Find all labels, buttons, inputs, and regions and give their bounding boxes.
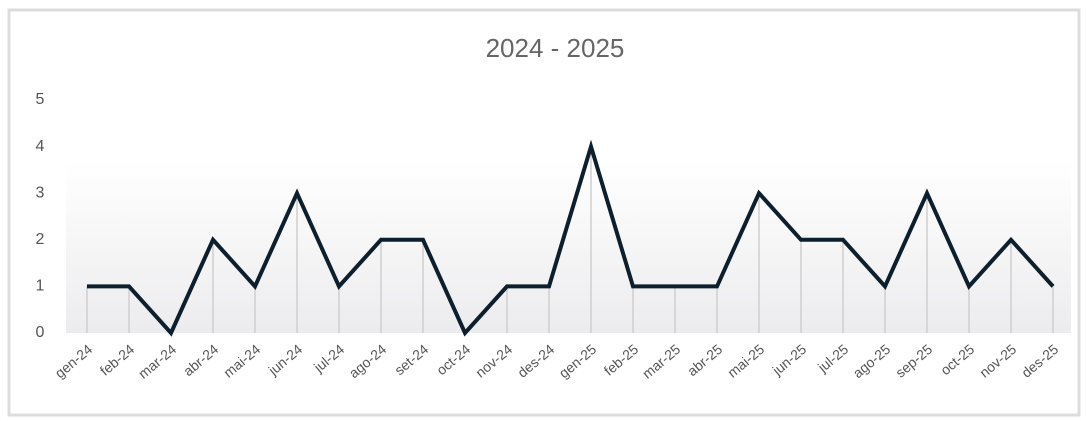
y-tick-label: 4 bbox=[36, 138, 45, 155]
chart-title: 2024 - 2025 bbox=[486, 33, 625, 63]
y-tick-label: 5 bbox=[36, 91, 45, 108]
y-tick-label: 2 bbox=[36, 231, 45, 248]
y-tick-label: 0 bbox=[36, 324, 45, 341]
line bbox=[87, 139, 1055, 337]
y-tick-label: 1 bbox=[36, 278, 45, 295]
y-tick-label: 3 bbox=[36, 184, 45, 201]
